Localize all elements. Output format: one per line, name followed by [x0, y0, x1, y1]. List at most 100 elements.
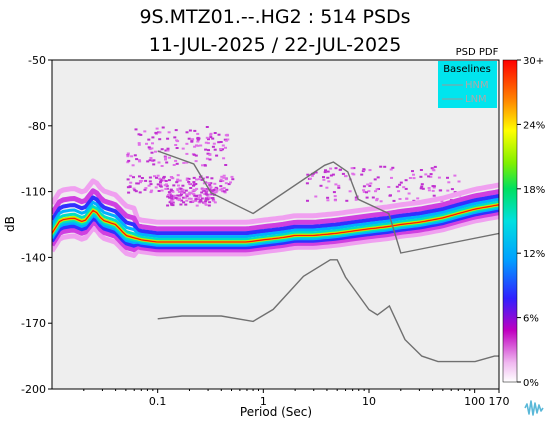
psd-sample — [177, 184, 180, 187]
psd-sample — [198, 175, 202, 178]
psd-sample — [368, 184, 372, 187]
psd-sample — [166, 137, 170, 140]
psd-sample — [219, 180, 223, 183]
psd-sample — [412, 173, 415, 176]
psd-sample — [420, 183, 424, 186]
psd-sample — [137, 142, 141, 145]
psd-sample — [450, 188, 454, 191]
psd-sample — [387, 186, 391, 188]
psd-sample — [212, 199, 216, 202]
psd-sample — [209, 136, 213, 139]
psd-sample — [210, 177, 214, 180]
colorbar-tick-label: 24% — [523, 120, 545, 131]
psd-sample — [167, 131, 171, 134]
psd-sample — [211, 137, 215, 140]
psd-sample — [126, 186, 130, 189]
psd-sample — [332, 191, 336, 194]
x-axis-label: Period (Sec) — [240, 405, 312, 419]
psd-sample — [419, 175, 423, 178]
psd-sample — [399, 181, 403, 184]
psd-sample — [185, 152, 189, 155]
psd-sample — [182, 201, 186, 204]
psd-sample — [176, 178, 180, 181]
x-tick-label: 10 — [362, 395, 376, 408]
psd-sample — [327, 180, 331, 183]
psd-sample — [392, 199, 396, 202]
psd-sample — [221, 144, 225, 147]
psd-sample — [185, 193, 189, 196]
psd-sample — [207, 204, 211, 207]
psd-sample — [200, 178, 204, 181]
psd-sample — [373, 178, 377, 181]
psd-sample — [220, 175, 224, 178]
psd-sample — [189, 200, 193, 203]
psd-sample — [388, 194, 392, 197]
psd-sample — [185, 161, 189, 164]
psd-sample — [193, 129, 197, 132]
y-tick-label: -140 — [21, 251, 46, 264]
psd-sample — [362, 190, 366, 193]
psd-sample — [189, 197, 193, 200]
psd-sample — [176, 188, 180, 191]
psd-sample — [341, 172, 345, 175]
psd-sample — [168, 196, 172, 199]
psd-sample — [350, 167, 354, 170]
psd-sample — [146, 160, 150, 163]
psd-sample — [397, 190, 401, 193]
psd-sample — [195, 144, 198, 147]
psd-sample — [194, 198, 198, 201]
psd-sample — [437, 176, 441, 179]
psd-sample — [200, 197, 204, 200]
psd-sample — [175, 162, 179, 165]
psd-sample — [180, 199, 184, 202]
psd-density-band — [52, 188, 499, 232]
psd-sample — [202, 182, 206, 185]
psd-sample — [211, 197, 215, 200]
psd-sample — [379, 200, 383, 203]
psd-sample — [220, 190, 224, 193]
x-tick-label: 0.1 — [149, 395, 167, 408]
psd-density-band — [52, 197, 499, 239]
psd-sample — [368, 169, 372, 172]
psd-sample — [149, 183, 153, 186]
psd-sample — [222, 174, 226, 177]
psd-sample — [190, 140, 194, 143]
psd-sample — [311, 172, 315, 175]
colorbar — [502, 59, 518, 383]
psd-sample — [170, 202, 173, 205]
psd-sample — [126, 178, 130, 181]
psd-sample — [185, 177, 189, 180]
psd-sample — [151, 136, 155, 139]
psd-sample — [431, 189, 435, 192]
psd-sample — [424, 173, 428, 176]
psd-sample — [219, 141, 223, 143]
psd-sample — [324, 169, 327, 172]
psd-sample — [126, 161, 130, 164]
psd-sample — [375, 197, 379, 200]
psd-sample — [383, 165, 387, 168]
psd-sample — [209, 193, 213, 196]
psd-sample — [202, 189, 206, 192]
psd-sample — [150, 147, 154, 150]
y-tick-label: -170 — [21, 317, 46, 330]
y-tick-label: -200 — [21, 383, 46, 396]
psd-sample — [185, 178, 189, 181]
psd-sample — [219, 148, 223, 150]
psd-sample — [137, 159, 141, 162]
psd-sample — [126, 154, 130, 156]
psd-sample — [172, 184, 176, 187]
psd-sample — [148, 159, 152, 162]
psd-sample — [229, 181, 232, 184]
psd-sample — [168, 156, 171, 159]
psd-sample — [181, 147, 185, 150]
psd-sample — [164, 158, 167, 161]
psd-sample — [172, 164, 176, 166]
psd-sample — [222, 157, 226, 160]
psd-sample — [457, 180, 461, 183]
psd-sample — [427, 175, 431, 178]
psd-sample — [227, 183, 231, 186]
psd-sample — [326, 170, 330, 173]
psd-sample — [164, 149, 168, 152]
psd-sample — [362, 185, 366, 188]
chart-subtitle: 11-JUL-2025 / 22-JUL-2025 — [148, 34, 402, 56]
